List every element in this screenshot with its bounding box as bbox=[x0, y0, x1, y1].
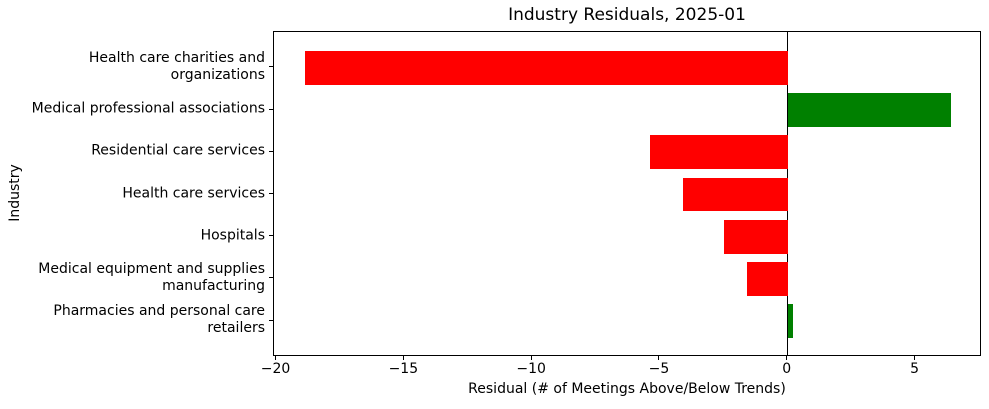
x-tick-label: 5 bbox=[910, 361, 919, 377]
y-tick-label: Medical professional associations bbox=[31, 100, 265, 117]
y-tick-label: Health care services bbox=[122, 185, 265, 202]
y-tick-mark bbox=[269, 277, 273, 279]
bar bbox=[723, 219, 788, 254]
x-tick-mark bbox=[530, 356, 532, 360]
y-tick-mark bbox=[269, 235, 273, 237]
bar bbox=[682, 177, 788, 212]
plot-area bbox=[273, 31, 981, 356]
x-tick-label: 0 bbox=[782, 361, 792, 377]
x-tick-label: −5 bbox=[648, 361, 670, 377]
x-tick-mark bbox=[914, 356, 916, 360]
bar bbox=[304, 50, 788, 85]
x-tick-mark bbox=[658, 356, 660, 360]
y-tick-label: Pharmacies and personal care retailers bbox=[53, 303, 265, 337]
bar bbox=[787, 93, 952, 127]
bar bbox=[649, 135, 788, 170]
y-tick-label: Health care charities and organizations bbox=[88, 50, 265, 83]
y-tick-label: Residential care services bbox=[91, 142, 265, 159]
y-tick-label: Medical equipment and supplies manufactu… bbox=[38, 261, 265, 294]
y-tick-mark bbox=[269, 108, 273, 110]
x-tick-mark bbox=[275, 356, 277, 360]
bar bbox=[746, 262, 788, 296]
chart-title: Industry Residuals, 2025-01 bbox=[508, 5, 746, 25]
y-tick-mark bbox=[269, 193, 273, 194]
bar bbox=[787, 304, 793, 338]
y-tick-mark bbox=[269, 66, 273, 68]
x-tick-label: −10 bbox=[516, 361, 546, 377]
y-tick-mark bbox=[269, 319, 273, 321]
x-tick-mark bbox=[786, 356, 788, 360]
y-tick-mark bbox=[269, 150, 273, 152]
x-tick-mark bbox=[402, 356, 404, 360]
zero-line bbox=[787, 32, 789, 355]
x-tick-label: −15 bbox=[388, 361, 419, 377]
y-tick-label: Hospitals bbox=[200, 227, 265, 244]
x-tick-label: −20 bbox=[260, 361, 291, 377]
x-axis-label: Residual (# of Meetings Above/Below Tren… bbox=[468, 381, 786, 397]
